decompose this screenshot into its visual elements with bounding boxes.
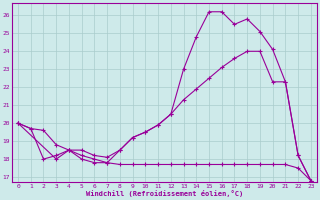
X-axis label: Windchill (Refroidissement éolien,°C): Windchill (Refroidissement éolien,°C): [86, 190, 243, 197]
